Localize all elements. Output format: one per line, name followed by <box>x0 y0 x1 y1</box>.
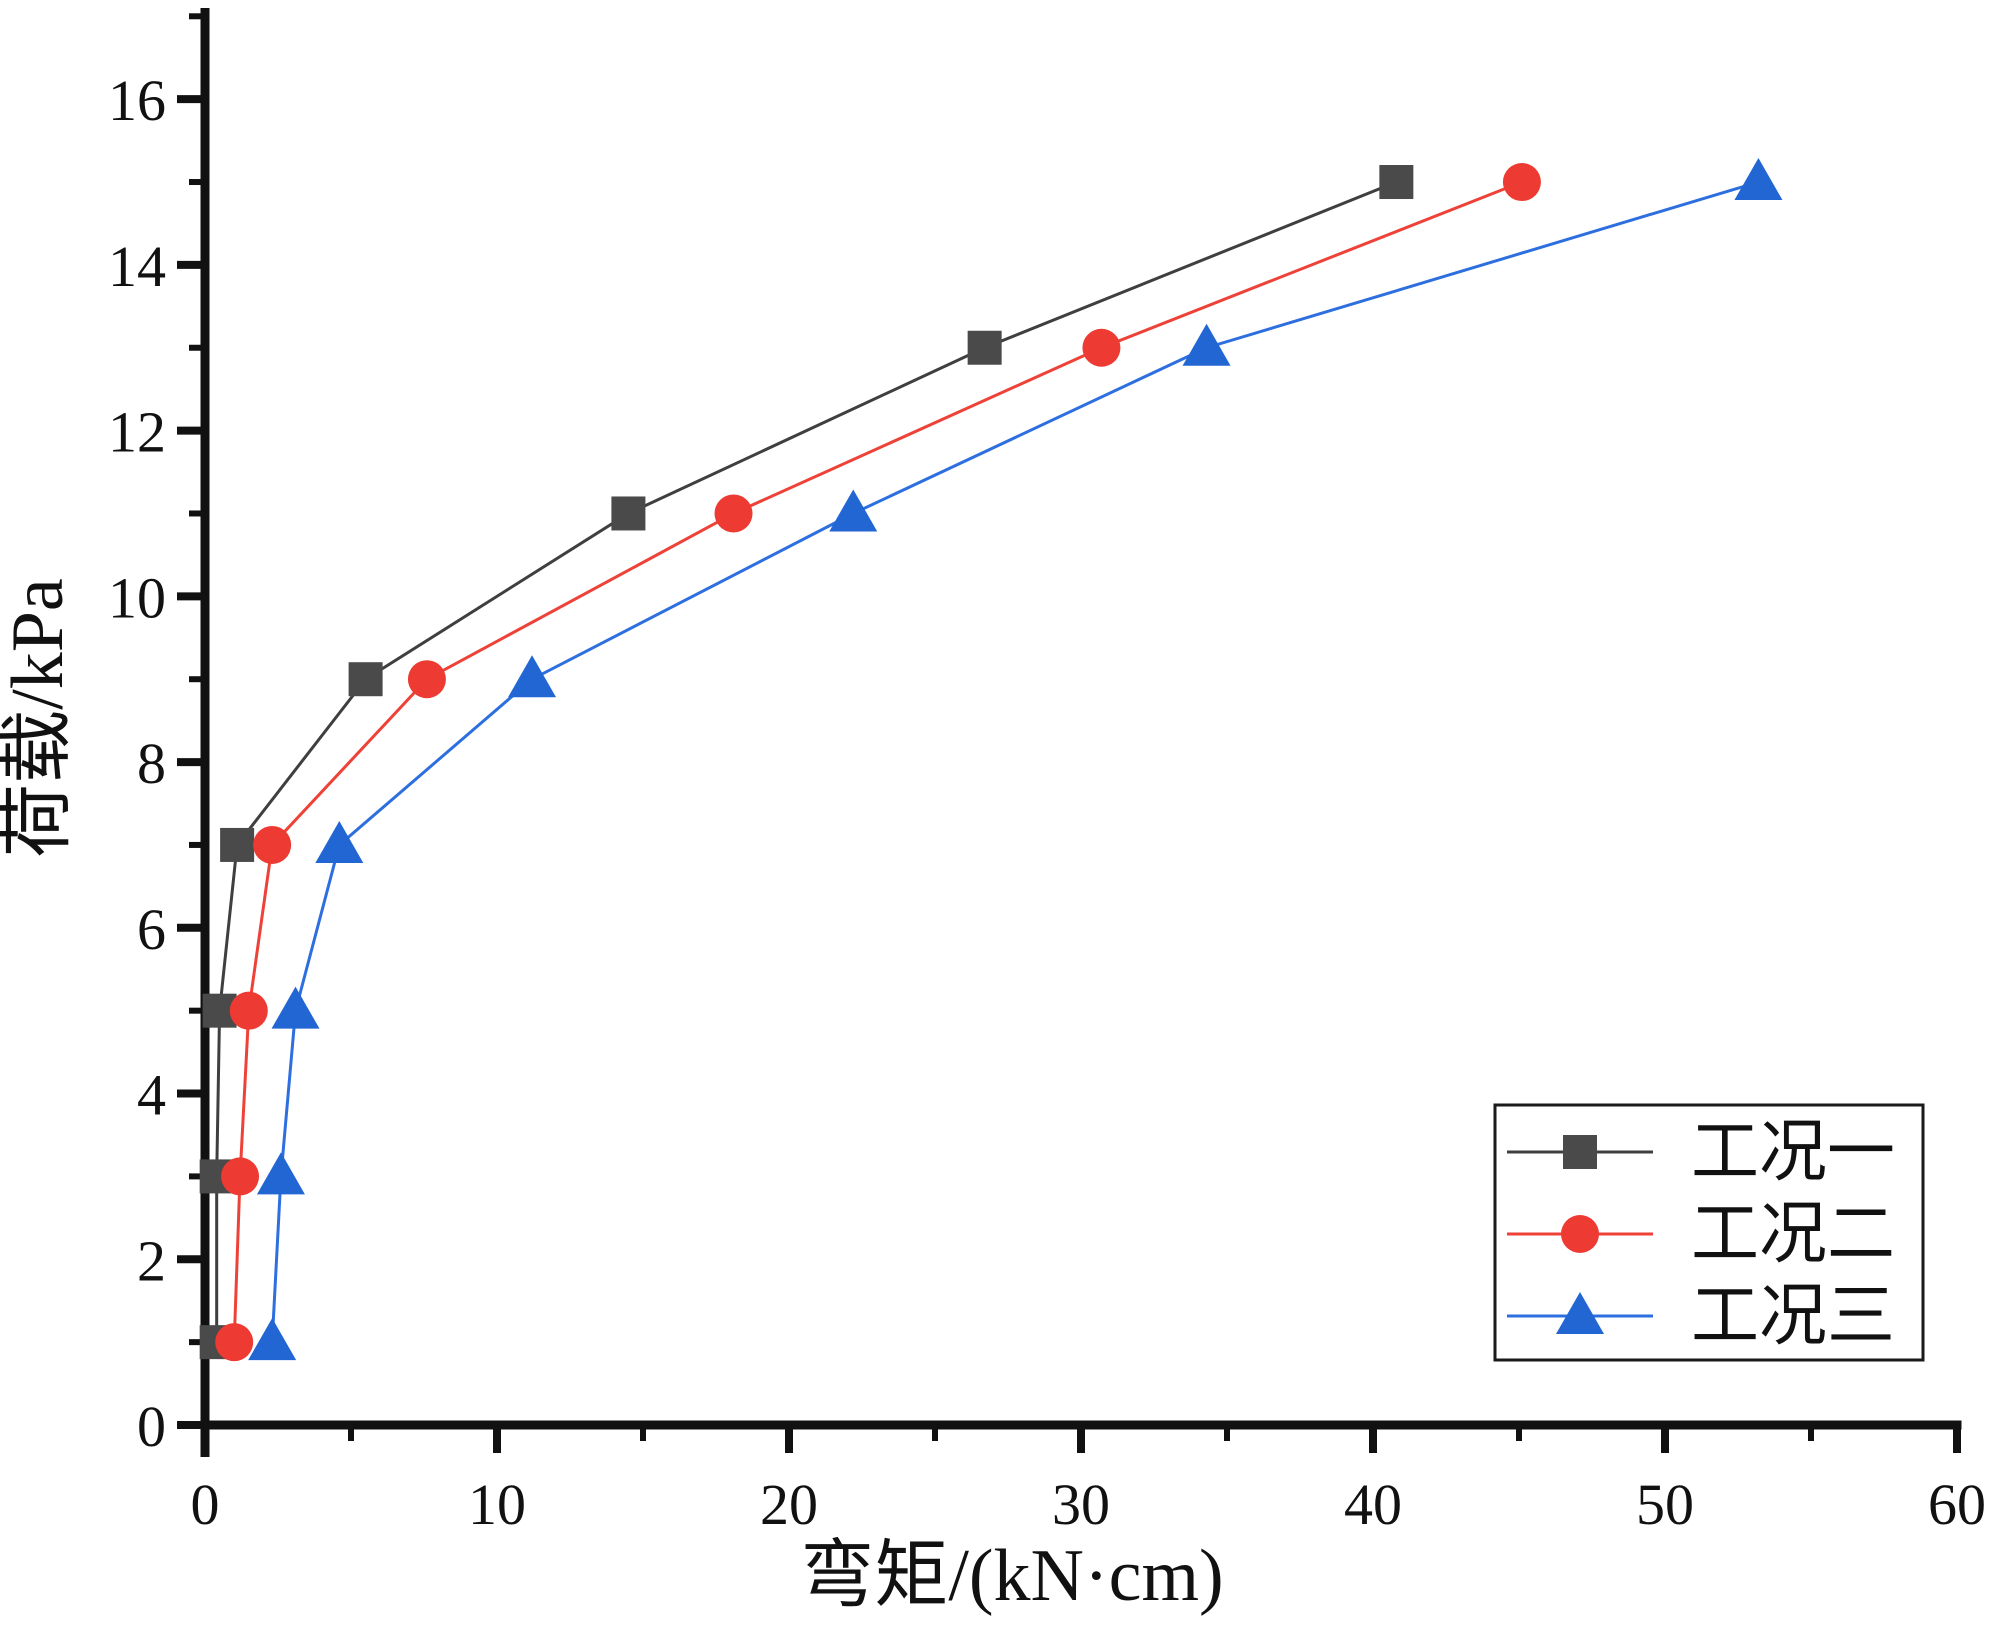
series-line <box>270 180 1759 1343</box>
marker-triangle <box>508 655 557 698</box>
marker-triangle <box>1182 323 1231 366</box>
series-line <box>232 180 1523 1343</box>
x-tick-label: 60 <box>1928 1472 1986 1537</box>
marker-square <box>967 330 1002 365</box>
marker-triangle <box>315 820 364 863</box>
y-tick-label: 12 <box>108 400 166 465</box>
marker-square <box>220 827 255 862</box>
legend-entry: 工况三 <box>1507 1278 1895 1354</box>
y-tick-label: 16 <box>108 68 166 133</box>
marker-circle <box>1082 328 1121 367</box>
marker-triangle <box>256 1152 305 1195</box>
axis-ticks <box>177 13 1961 1453</box>
x-tick-label: 20 <box>760 1472 818 1537</box>
data-series <box>199 158 1783 1362</box>
x-tick-label: 50 <box>1636 1472 1694 1537</box>
y-axis-title: 荷载/kPa <box>0 578 79 858</box>
y-tick-label: 2 <box>137 1228 166 1293</box>
y-tick-label: 4 <box>137 1063 166 1128</box>
series-1 <box>199 165 1414 1360</box>
legend-label: 工况一 <box>1691 1114 1895 1190</box>
marker-triangle <box>829 489 878 532</box>
axis-tick-labels: 0 10 20 30 40 50 60 0 2 4 6 8 10 12 14 16 <box>108 68 1986 1537</box>
marker-circle <box>714 494 753 533</box>
marker-square <box>1563 1135 1597 1169</box>
legend-entry: 工况一 <box>1507 1114 1895 1190</box>
marker-circle <box>229 991 268 1030</box>
y-tick-label: 0 <box>137 1394 166 1459</box>
y-tick-label: 8 <box>137 731 166 796</box>
y-tick-label: 6 <box>137 897 166 962</box>
series-line <box>215 180 1397 1343</box>
y-tick-label: 10 <box>108 565 166 630</box>
marker-triangle <box>1556 1292 1604 1334</box>
marker-circle <box>215 1323 254 1362</box>
legend-label: 工况三 <box>1691 1278 1895 1354</box>
marker-circle <box>221 1157 260 1196</box>
y-tick-label: 14 <box>108 234 166 299</box>
x-tick-label: 30 <box>1052 1472 1110 1537</box>
x-tick-label: 0 <box>191 1472 220 1537</box>
x-tick-label: 10 <box>468 1472 526 1537</box>
marker-circle <box>407 660 446 699</box>
marker-circle <box>1561 1215 1599 1253</box>
x-tick-label: 40 <box>1344 1472 1402 1537</box>
marker-triangle <box>1734 158 1783 201</box>
marker-triangle <box>271 986 320 1029</box>
marker-circle <box>253 825 292 864</box>
marker-square <box>348 662 383 697</box>
series-3 <box>248 158 1783 1361</box>
legend-label: 工况二 <box>1691 1196 1895 1272</box>
legend-entry: 工况二 <box>1507 1196 1895 1272</box>
marker-square <box>1379 165 1414 200</box>
x-axis-title: 弯矩/(kN·cm) <box>800 1535 1223 1617</box>
marker-triangle <box>248 1318 297 1361</box>
marker-square <box>611 496 646 531</box>
marker-circle <box>1502 163 1541 202</box>
series-2 <box>215 163 1541 1362</box>
